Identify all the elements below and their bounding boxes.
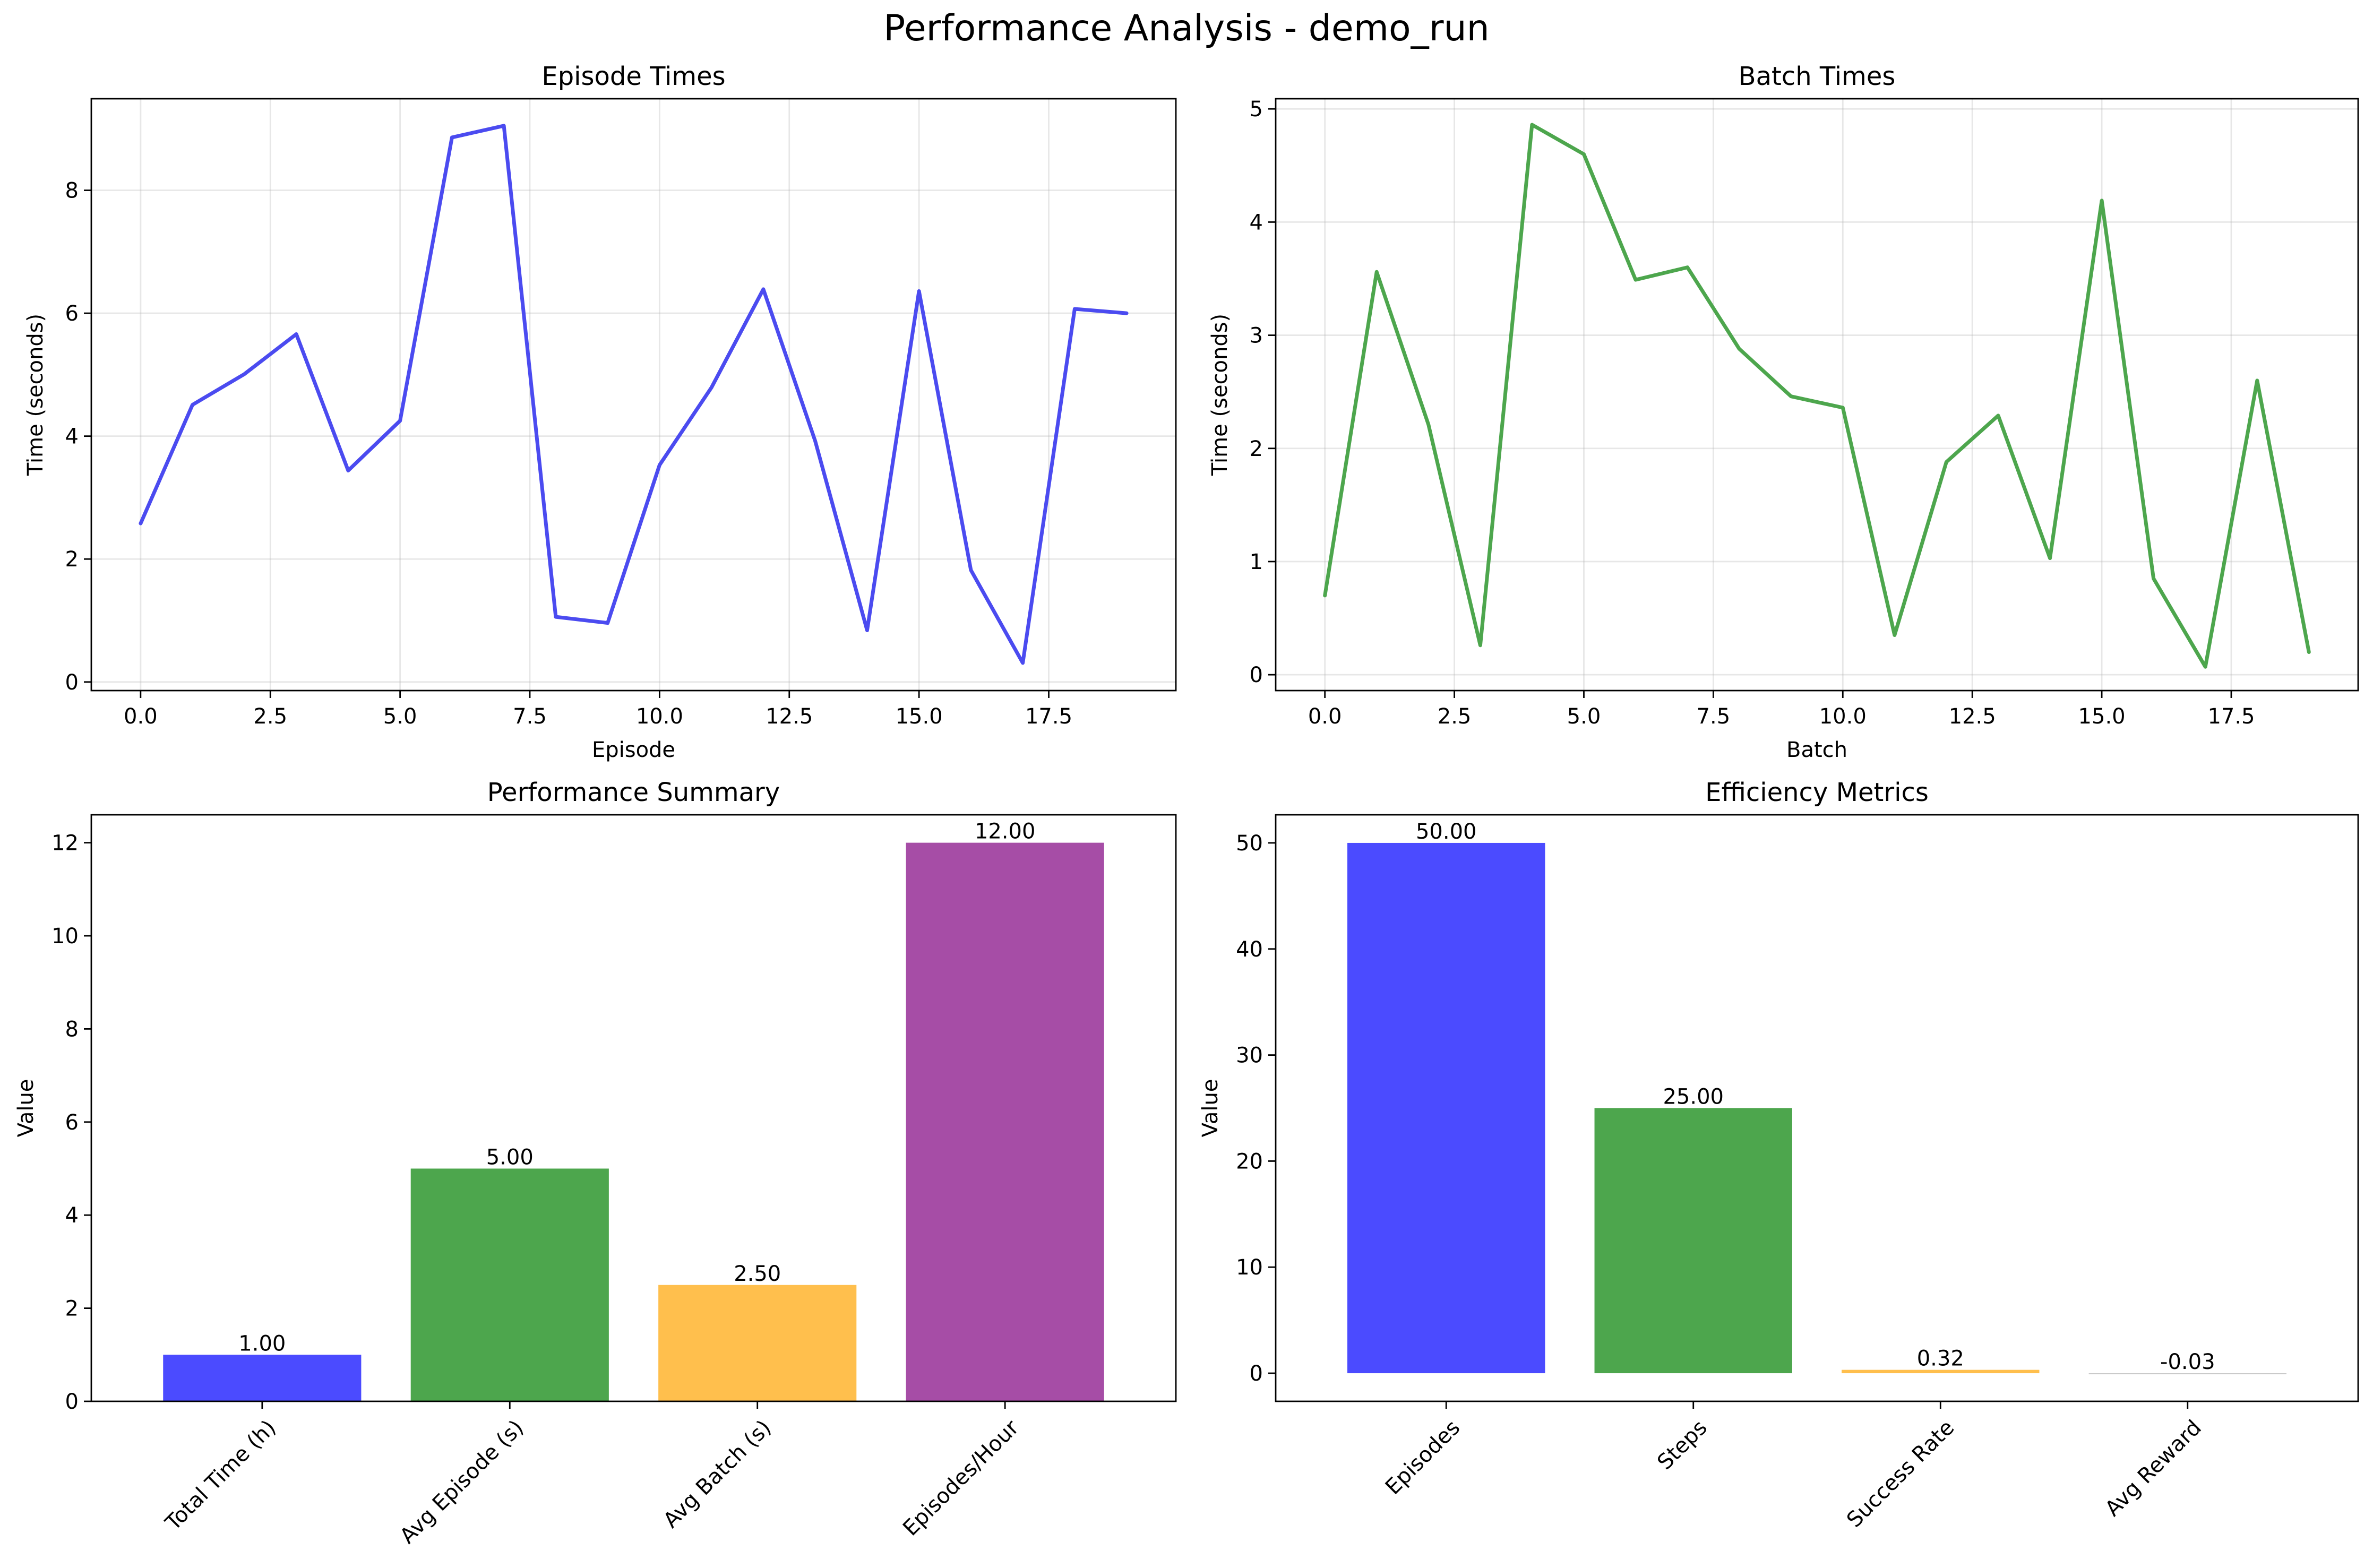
x-tick-label: 17.5 <box>2207 704 2255 729</box>
bar-value-label: 50.00 <box>1416 820 1477 844</box>
x-tick-label: 10.0 <box>636 704 683 729</box>
y-tick-label: 5 <box>1250 97 1263 122</box>
performance-summary-chart: 0 2 4 6 8 10 12 1.00 Total Time (h) 5.00 Avg Episo… <box>14 778 1177 1549</box>
episode-times-chart: 0 2 4 6 8 0.0 2.5 5.0 7.5 10.0 12.5 15.0 17.5 Episode… <box>23 62 1177 762</box>
bar-value-label: -0.03 <box>2160 1350 2215 1374</box>
x-tick-label: Avg Reward <box>2101 1416 2206 1521</box>
x-tick-label: Total Time (h) <box>160 1416 280 1536</box>
y-tick-label: 2 <box>65 547 79 572</box>
y-tick-label: 4 <box>1250 210 1263 235</box>
y-tick-label: 50 <box>1236 831 1263 856</box>
series-line <box>1323 123 2311 669</box>
x-axis-label: Batch <box>1786 738 1847 762</box>
chart-title: Batch Times <box>1739 62 1896 91</box>
x-tick-label: Steps <box>1653 1416 1712 1475</box>
x-tick-label: Avg Batch (s) <box>659 1416 776 1533</box>
batch-times-chart: 0 1 2 3 4 5 0.0 2.5 5.0 7.5 10.0 12.5 15.0 17.5 Batch B… <box>1208 62 2359 762</box>
y-axis-label: Value <box>1198 1079 1223 1138</box>
x-tick-label: 2.5 <box>253 704 287 729</box>
axes-frame <box>1275 98 2359 692</box>
bar <box>658 1285 857 1401</box>
bar <box>1594 1108 1792 1374</box>
y-axis-label: Value <box>14 1079 38 1138</box>
y-tick-label: 40 <box>1236 937 1263 962</box>
x-tick-label: Episodes <box>1381 1416 1465 1500</box>
y-tick-label: 12 <box>51 831 79 856</box>
axes-frame <box>90 814 1177 1402</box>
y-tick-label: 10 <box>51 924 79 949</box>
bar-value-label: 12.00 <box>975 820 1036 844</box>
y-tick-label: 3 <box>1250 324 1263 348</box>
x-tick-label: Success Rate <box>1842 1416 1959 1532</box>
x-tick-label: 12.5 <box>1949 704 1996 729</box>
y-axis-label: Time (seconds) <box>1208 314 1232 476</box>
x-tick-label: 17.5 <box>1025 704 1072 729</box>
bar <box>2088 1373 2286 1375</box>
bar-value-label: 1.00 <box>238 1331 286 1356</box>
x-tick-label: 2.5 <box>1438 704 1472 729</box>
x-tick-label: 7.5 <box>513 704 547 729</box>
bar <box>1842 1369 2040 1374</box>
y-tick-label: 30 <box>1236 1044 1263 1068</box>
y-tick-label: 4 <box>65 425 79 449</box>
x-tick-label: 10.0 <box>1819 704 1867 729</box>
bar-value-label: 25.00 <box>1663 1085 1724 1109</box>
bar <box>906 842 1104 1401</box>
y-axis-label: Time (seconds) <box>23 314 48 476</box>
chart-title: Efficiency Metrics <box>1705 778 1929 807</box>
chart-title: Performance Summary <box>487 778 780 807</box>
y-tick-label: 2 <box>1250 437 1263 461</box>
y-tick-label: 1 <box>1250 550 1263 574</box>
x-tick-label: 12.5 <box>766 704 813 729</box>
y-tick-label: 6 <box>65 1110 79 1135</box>
axes-frame <box>1275 814 2359 1402</box>
x-tick-label: 15.0 <box>896 704 943 729</box>
y-tick-label: 8 <box>65 179 79 203</box>
x-tick-label: 0.0 <box>1308 704 1342 729</box>
x-tick-label: 15.0 <box>2078 704 2126 729</box>
y-tick-label: 0 <box>65 670 79 695</box>
y-tick-label: 0 <box>1250 663 1263 687</box>
y-tick-label: 0 <box>1250 1362 1263 1386</box>
x-tick-label: 7.5 <box>1697 704 1731 729</box>
x-tick-label: 5.0 <box>383 704 417 729</box>
x-tick-label: 5.0 <box>1567 704 1601 729</box>
y-tick-label: 4 <box>65 1203 79 1228</box>
x-axis-label: Episode <box>592 738 675 762</box>
bar <box>163 1355 362 1401</box>
y-tick-label: 10 <box>1236 1255 1263 1280</box>
bar-value-label: 0.32 <box>1917 1347 1964 1371</box>
bar-value-label: 5.00 <box>486 1145 534 1170</box>
chart-title: Episode Times <box>541 62 725 91</box>
y-tick-label: 2 <box>65 1297 79 1321</box>
y-tick-label: 6 <box>65 301 79 326</box>
x-tick-label: Episodes/Hour <box>898 1415 1024 1540</box>
figure-title: Performance Analysis - demo_run <box>883 7 1489 49</box>
series-line <box>139 124 1129 665</box>
efficiency-metrics-chart: 0 10 20 30 40 50 50.00 Episodes 25.00 Steps 0.32 Su… <box>1198 778 2359 1532</box>
bar <box>1347 842 1545 1374</box>
bar-value-label: 2.50 <box>734 1262 781 1286</box>
axes-frame <box>90 98 1177 692</box>
y-tick-label: 20 <box>1236 1149 1263 1174</box>
y-tick-label: 8 <box>65 1017 79 1041</box>
x-tick-label: Avg Episode (s) <box>396 1416 529 1549</box>
x-tick-label: 0.0 <box>124 704 158 729</box>
y-tick-label: 0 <box>65 1390 79 1414</box>
bar <box>410 1168 609 1401</box>
